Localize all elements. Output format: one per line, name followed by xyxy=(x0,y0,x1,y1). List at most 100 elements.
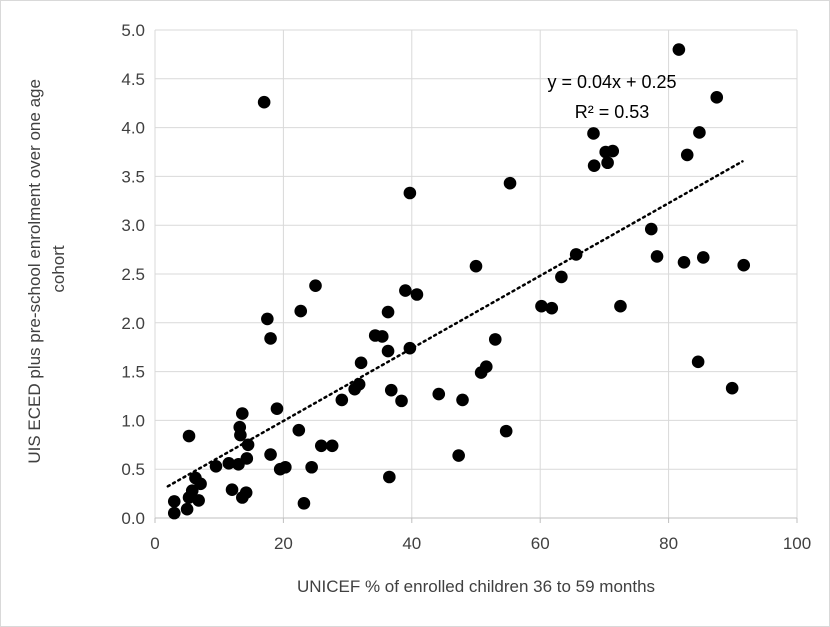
data-point xyxy=(555,270,568,284)
data-point xyxy=(264,332,277,345)
x-tick-label: 20 xyxy=(274,534,293,553)
x-tick-label: 40 xyxy=(402,534,421,553)
y-tick-label: 3.5 xyxy=(121,167,145,186)
y-tick-label: 0.0 xyxy=(121,509,145,528)
y-tick-label: 1.5 xyxy=(121,363,145,382)
data-point xyxy=(257,95,271,109)
data-point xyxy=(182,429,196,443)
data-point xyxy=(696,251,710,264)
data-point xyxy=(644,222,658,236)
data-point xyxy=(294,304,308,318)
data-point xyxy=(737,258,751,272)
y-axis-title: UIS ECED plus pre-school enrolment over … xyxy=(25,74,68,463)
data-point xyxy=(240,452,254,465)
data-point xyxy=(650,250,664,263)
data-point xyxy=(535,299,548,313)
data-point xyxy=(236,407,249,420)
data-point xyxy=(335,393,349,407)
x-axis-title: UNICEF % of enrolled children 36 to 59 m… xyxy=(297,577,655,596)
y-axis-title-line-2: cohort xyxy=(49,245,68,293)
x-tick-label: 0 xyxy=(150,534,159,553)
data-point xyxy=(587,159,601,172)
data-point xyxy=(432,387,446,401)
data-point xyxy=(352,377,366,391)
x-tick-label: 100 xyxy=(783,534,811,553)
data-point xyxy=(381,305,395,319)
data-point xyxy=(488,333,502,346)
data-point xyxy=(354,356,368,370)
data-point xyxy=(403,341,417,355)
data-point xyxy=(225,483,239,496)
y-axis-title-line-1: UIS ECED plus pre-school enrolment over … xyxy=(25,79,44,464)
data-point xyxy=(410,288,424,301)
data-point xyxy=(614,299,627,313)
y-tick-label: 4.5 xyxy=(121,70,145,89)
data-point xyxy=(279,460,292,474)
data-point xyxy=(691,355,705,369)
data-point xyxy=(180,502,194,516)
data-point xyxy=(503,176,517,190)
data-point xyxy=(241,438,255,452)
data-point xyxy=(381,344,395,358)
data-point xyxy=(261,312,274,326)
axes: 0.0 0.5 1.0 1.5 2.0 2.5 3.0 3.5 4.0 4.5 5.0 0 20 40 60… xyxy=(121,21,811,553)
data-point xyxy=(192,494,205,507)
data-point xyxy=(375,330,389,343)
data-point xyxy=(677,255,691,269)
data-point xyxy=(185,484,199,497)
trendline-equation: y = 0.04x + 0.25 xyxy=(547,72,676,92)
data-point xyxy=(167,495,181,508)
data-point xyxy=(606,144,620,158)
data-point xyxy=(384,383,398,397)
y-tick-label: 5.0 xyxy=(121,21,145,40)
data-point xyxy=(403,186,417,200)
data-point xyxy=(545,301,559,315)
data-point xyxy=(297,497,311,510)
gridlines xyxy=(154,29,798,518)
data-point xyxy=(270,402,284,415)
data-point xyxy=(399,284,412,297)
y-tick-label: 2.0 xyxy=(121,314,145,333)
trendline-r-squared: R² = 0.53 xyxy=(575,102,650,122)
data-point xyxy=(499,424,513,438)
data-point xyxy=(672,43,686,56)
data-point xyxy=(587,127,600,140)
trendline xyxy=(166,160,744,488)
data-points xyxy=(167,43,751,520)
data-point xyxy=(601,156,614,170)
data-point xyxy=(569,248,583,261)
axis-labels: UNICEF % of enrolled children 36 to 59 m… xyxy=(25,72,677,596)
data-point xyxy=(222,457,236,470)
data-point xyxy=(209,459,223,473)
data-point xyxy=(325,439,339,453)
data-point xyxy=(167,506,181,520)
data-point xyxy=(456,393,469,407)
data-point xyxy=(469,259,483,273)
y-tick-label: 1.0 xyxy=(121,411,145,430)
data-point xyxy=(314,439,328,453)
data-point xyxy=(292,423,306,437)
data-point xyxy=(383,470,396,484)
data-point xyxy=(395,394,408,408)
y-tick-label: 4.0 xyxy=(121,119,145,138)
data-point xyxy=(452,449,465,462)
x-tick-label: 60 xyxy=(531,534,550,553)
data-point xyxy=(239,486,253,499)
data-point xyxy=(234,428,247,442)
data-point xyxy=(479,360,493,374)
data-point xyxy=(710,91,724,104)
data-point xyxy=(725,381,739,395)
data-point xyxy=(680,148,694,162)
x-tick-label: 80 xyxy=(659,534,678,553)
y-tick-label: 2.5 xyxy=(121,265,145,284)
trendline-layer xyxy=(166,160,744,488)
data-point xyxy=(693,126,706,139)
y-tick-label: 0.5 xyxy=(121,460,145,479)
data-point xyxy=(305,460,318,474)
y-tick-label: 3.0 xyxy=(121,216,145,235)
data-point xyxy=(309,279,322,293)
data-point xyxy=(194,477,207,491)
data-point xyxy=(264,448,277,461)
